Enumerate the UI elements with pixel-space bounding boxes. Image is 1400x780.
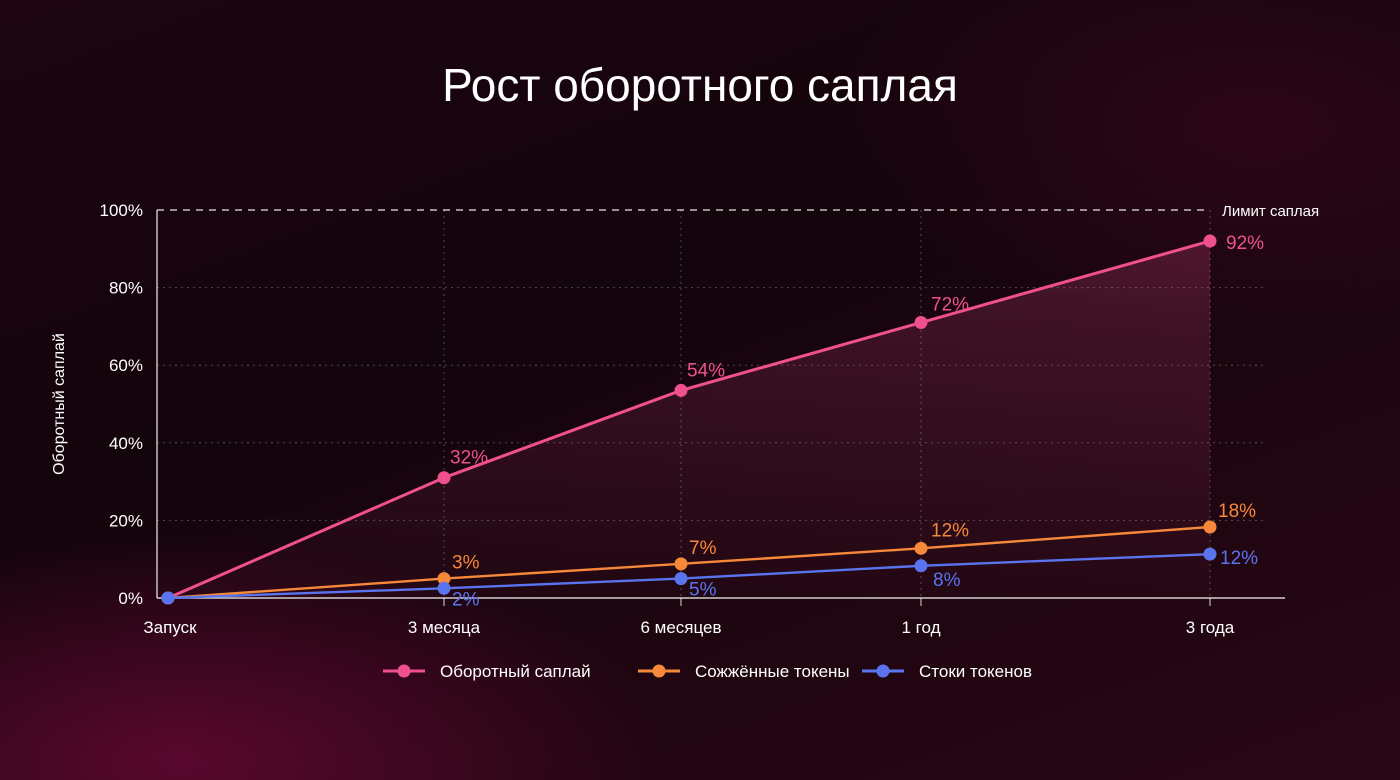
data-point bbox=[161, 591, 175, 605]
data-label: 92% bbox=[1226, 233, 1264, 254]
data-point bbox=[437, 572, 451, 586]
y-axis-title: Оборотный саплай bbox=[51, 333, 68, 475]
y-tick-label: 0% bbox=[118, 589, 143, 608]
x-tick-label: 6 месяцев bbox=[640, 618, 721, 637]
data-label: 3% bbox=[452, 553, 480, 574]
legend-marker bbox=[876, 664, 890, 678]
data-point bbox=[437, 471, 451, 485]
y-tick-label: 20% bbox=[109, 511, 143, 530]
data-label: 72% bbox=[931, 295, 969, 316]
y-tick-label: 100% bbox=[100, 201, 143, 220]
x-tick-label: 3 года bbox=[1186, 618, 1235, 637]
data-point bbox=[674, 557, 688, 571]
legend-marker bbox=[397, 664, 411, 678]
legend-marker bbox=[652, 664, 666, 678]
data-label: 5% bbox=[689, 580, 717, 601]
chart-title: Рост оборотного саплая bbox=[442, 59, 958, 111]
data-label: 12% bbox=[931, 520, 969, 541]
data-point bbox=[914, 541, 928, 555]
data-label: 12% bbox=[1220, 548, 1258, 569]
x-tick-label: Запуск bbox=[143, 618, 197, 637]
limit-label: Лимит саплая bbox=[1222, 203, 1319, 220]
data-label: 32% bbox=[450, 448, 488, 469]
y-tick-label: 40% bbox=[109, 434, 143, 453]
x-tick-label: 3 месяца bbox=[408, 618, 481, 637]
legend-label: Стоки токенов bbox=[919, 662, 1032, 681]
y-tick-label: 80% bbox=[109, 279, 143, 298]
axes: 0% 20% 40% 60% 80% 100% Запуск 3 месяца 6 месяце… bbox=[51, 201, 1285, 637]
data-label: 8% bbox=[933, 570, 961, 591]
data-labels: Лимит саплая 32% 54% 72% 92% 3% 7% 12% 18% 2% 5% 8%… bbox=[450, 203, 1319, 610]
data-label: 2% bbox=[452, 589, 480, 610]
x-tick-label: 1 год bbox=[901, 618, 940, 637]
data-point bbox=[1203, 520, 1217, 534]
legend-label: Оборотный саплай bbox=[440, 662, 591, 681]
legend-label: Сожжённые токены bbox=[695, 662, 850, 681]
data-point bbox=[914, 559, 928, 573]
data-label: 54% bbox=[687, 360, 725, 381]
data-point bbox=[1203, 234, 1217, 248]
data-point bbox=[1203, 547, 1217, 561]
area-oborotny-saplay bbox=[168, 241, 1210, 599]
data-point bbox=[674, 383, 688, 397]
y-tick-label: 60% bbox=[109, 356, 143, 375]
legend: Оборотный саплай Сожжённые токены Стоки то… bbox=[383, 662, 1032, 681]
data-label: 18% bbox=[1218, 501, 1256, 522]
data-points bbox=[161, 234, 1217, 605]
data-point bbox=[437, 581, 451, 595]
area-fill bbox=[168, 241, 1210, 599]
data-point bbox=[674, 572, 688, 586]
data-point bbox=[914, 316, 928, 330]
data-label: 7% bbox=[689, 538, 717, 559]
